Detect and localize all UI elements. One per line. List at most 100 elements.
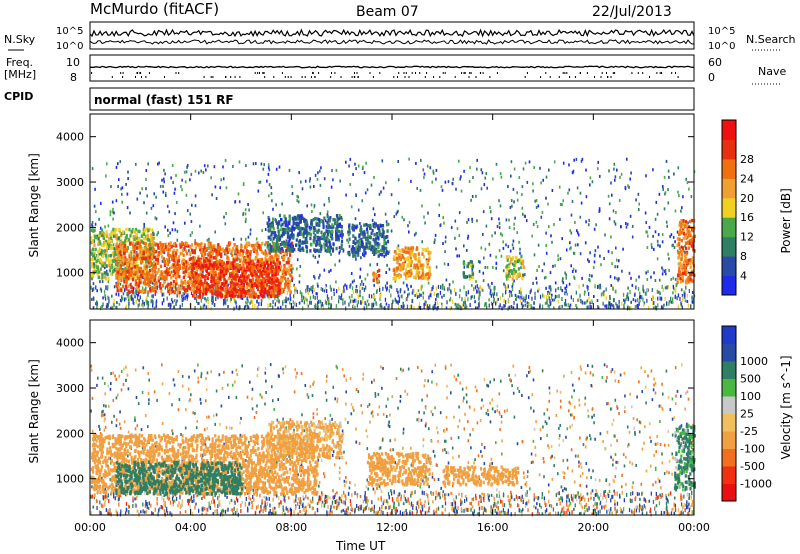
power-echo-cell — [122, 258, 125, 263]
power-scatter-cell — [645, 230, 647, 234]
power-echo-cell — [312, 239, 315, 243]
power-near-range-cell — [478, 294, 480, 299]
power-echo-cell — [116, 238, 119, 242]
power-echo-cell — [313, 226, 316, 230]
power-echo-cell — [309, 236, 312, 241]
power-near-range-cell — [301, 292, 303, 297]
power-near-range-cell — [363, 306, 365, 311]
power-near-range-cell — [268, 296, 270, 300]
power-echo-cell — [136, 264, 139, 269]
power-near-range-cell — [305, 288, 307, 293]
power-near-range-cell — [306, 302, 308, 307]
power-echo-cell — [291, 241, 294, 245]
power-echo-cell — [236, 249, 239, 253]
power-scatter-cell — [443, 221, 445, 225]
power-echo-cell — [317, 223, 320, 227]
power-scatter-cell — [613, 167, 615, 171]
power-scatter-cell — [378, 192, 381, 196]
nave-dot — [558, 76, 560, 78]
power-echo-cell — [255, 275, 258, 280]
power-echo-cell — [377, 254, 380, 258]
power-echo-cell — [115, 233, 118, 238]
power-scatter-cell — [164, 225, 166, 229]
power-echo-cell — [364, 251, 367, 255]
power-echo-cell — [281, 222, 284, 227]
power-echo-cell — [90, 273, 93, 278]
power-echo-cell — [208, 284, 211, 289]
power-echo-cell — [151, 255, 154, 259]
power-near-range-cell — [388, 288, 390, 293]
power-near-range-cell — [587, 287, 589, 292]
power-echo-cell — [262, 272, 265, 276]
power-echo-cell — [208, 263, 211, 267]
power-near-range-cell — [416, 294, 419, 299]
power-near-range-cell — [416, 292, 418, 297]
power-near-range-cell — [342, 289, 344, 294]
power-scatter-cell — [475, 280, 477, 284]
power-echo-cell — [264, 267, 267, 272]
power-echo-cell — [267, 224, 270, 228]
power-scatter-cell — [268, 194, 270, 198]
power-echo-cell — [328, 229, 331, 233]
power-echo-cell — [293, 226, 296, 231]
power-scatter-cell — [579, 191, 582, 195]
power-near-range-cell — [597, 305, 599, 309]
power-echo-cell — [238, 276, 241, 280]
power-scatter-cell — [180, 185, 182, 188]
power-scatter-cell — [690, 195, 693, 199]
power-scatter-cell — [651, 297, 653, 301]
power-echo-cell — [351, 245, 354, 249]
power-echo-cell — [201, 253, 204, 258]
power-scatter-cell — [626, 157, 628, 161]
power-echo-cell — [215, 249, 218, 253]
power-echo-cell — [90, 228, 94, 232]
power-scatter-cell — [548, 168, 550, 172]
power-scatter-cell — [227, 305, 229, 308]
power-near-range-cell — [490, 288, 492, 293]
power-echo-cell — [268, 277, 271, 281]
power-echo-cell — [288, 239, 291, 243]
power-near-range-cell — [530, 288, 532, 293]
power-scatter-cell — [100, 201, 102, 205]
power-echo-cell — [310, 242, 313, 247]
power-echo-cell — [257, 243, 260, 248]
power-scatter-cell — [516, 198, 519, 202]
power-echo-cell — [200, 241, 203, 246]
power-echo-cell — [234, 277, 237, 281]
nave-dot — [334, 72, 336, 74]
power-echo-cell — [325, 239, 328, 243]
power-echo-cell — [262, 266, 265, 271]
power-scatter-cell — [622, 247, 624, 251]
power-scatter-cell — [141, 276, 144, 279]
power-near-range-cell — [164, 285, 166, 290]
power-scatter-cell — [584, 301, 587, 305]
power-near-range-cell — [317, 299, 319, 304]
power-echo-cell — [218, 245, 221, 250]
power-near-range-cell — [139, 295, 141, 300]
power-near-range-cell — [195, 298, 198, 303]
power-scatter-cell — [629, 214, 632, 218]
power-echo-cell — [281, 249, 284, 253]
power-echo-cell — [257, 277, 260, 282]
power-scatter-cell — [388, 250, 391, 254]
beam-title: Beam 07 — [356, 4, 419, 20]
power-scatter-cell — [161, 178, 163, 182]
power-echo-cell — [167, 268, 170, 272]
power-scatter-cell — [126, 206, 129, 210]
power-near-range-cell — [603, 290, 605, 295]
power-scatter-cell — [396, 300, 398, 304]
power-echo-cell — [219, 293, 222, 297]
power-echo-cell — [135, 236, 138, 240]
power-echo-cell — [272, 227, 275, 231]
power-scatter-cell — [334, 263, 336, 267]
power-echo-cell — [182, 286, 185, 290]
power-echo-cell — [199, 247, 202, 252]
power-scatter-cell — [456, 254, 458, 258]
power-echo-cell — [262, 285, 265, 289]
power-scatter-cell — [565, 273, 567, 277]
power-echo-cell — [208, 259, 211, 264]
power-echo-cell — [96, 271, 99, 276]
power-scatter-cell — [202, 296, 204, 300]
power-scatter-cell — [573, 251, 575, 255]
power-echo-cell — [133, 275, 136, 279]
